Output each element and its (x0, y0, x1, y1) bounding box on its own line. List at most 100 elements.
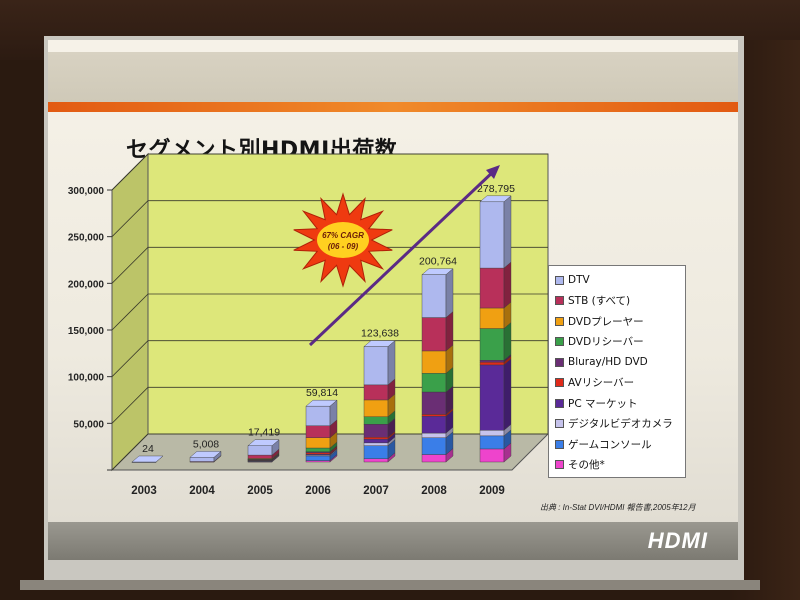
bar-segment-side (387, 340, 396, 386)
bar-segment (305, 425, 331, 438)
bar-segment (479, 360, 505, 363)
legend-label: Bluray/HD DVD (568, 356, 648, 369)
bar-segment (305, 405, 331, 426)
gridline (111, 386, 548, 424)
source-citation: 出典 : In-Stat DVI/HDMI 報告書,2005年12月 (540, 503, 696, 512)
legend-swatch (555, 460, 564, 470)
bar-segment (479, 435, 505, 450)
bar-segment (421, 416, 447, 434)
legend-label: PC マーケット (568, 397, 638, 410)
bar-segment (363, 438, 389, 444)
bar-segment (479, 430, 505, 437)
bar-segment (363, 384, 389, 401)
bar-segment (479, 361, 505, 366)
growth-arrow (308, 168, 497, 347)
slide-header-band (48, 52, 738, 102)
bar-segment (189, 457, 215, 462)
legend-swatch (555, 439, 564, 449)
bar-segment (421, 437, 447, 455)
bar-segment (421, 454, 447, 463)
chart-legend: DTV STB (すべて) DVDプレーヤー DVDリシーバー Bluray/HD DV… (548, 265, 686, 478)
bar-segment-side (503, 195, 512, 269)
bar-segment (479, 267, 505, 309)
bar-segment (421, 391, 447, 415)
x-tick-label: 2006 (305, 485, 331, 497)
legend-item: DTV (555, 270, 679, 291)
legend-item: STB (すべて) (555, 291, 679, 312)
cagr-burst-text: (06 - 09) (328, 242, 359, 251)
bar-segment (479, 201, 505, 269)
y-tick-label: 250,000 (68, 233, 105, 244)
total-label: 24 (142, 443, 154, 455)
legend-swatch (555, 316, 564, 326)
bar-top (189, 451, 222, 458)
legend-item: ゲームコンソール (555, 434, 679, 455)
legend-label: DVDリシーバー (568, 336, 644, 349)
bar-segment (479, 328, 505, 361)
bar-segment-side (503, 322, 512, 361)
y-tick-label: 50,000 (73, 419, 104, 430)
legend-label: ゲームコンソール (568, 438, 652, 451)
legend-swatch (555, 419, 564, 429)
bar-segment (363, 424, 389, 438)
total-label: 5,008 (193, 438, 219, 450)
bar-segment (305, 452, 331, 455)
bar-segment (305, 437, 331, 449)
bar-segment-side (503, 358, 512, 431)
bar-segment-side (445, 268, 454, 318)
x-tick-label: 2005 (247, 485, 273, 497)
bar-segment (363, 442, 389, 446)
growth-arrow-head (486, 165, 500, 179)
bar-segment (479, 364, 505, 431)
bar-top (305, 399, 338, 407)
bar-segment (363, 458, 389, 463)
legend-item: Bluray/HD DVD (555, 352, 679, 373)
bar-segment (421, 373, 447, 393)
bar-segment (363, 445, 389, 459)
bar-segment (305, 447, 331, 452)
bar-segment (363, 437, 389, 440)
bar-top (247, 439, 280, 446)
bar-top (421, 268, 454, 275)
bar-top (131, 455, 164, 463)
gridline (111, 433, 548, 471)
legend-item: PC マーケット (555, 393, 679, 414)
bar-segment (479, 448, 505, 463)
total-label: 59,814 (306, 387, 338, 399)
slide-footer (48, 522, 738, 560)
gridline (111, 340, 548, 377)
bar-segment (421, 414, 447, 417)
total-label: 278,795 (477, 183, 515, 195)
bar-top (363, 340, 396, 347)
legend-item: DVDプレーヤー (555, 311, 679, 332)
total-label: 17,419 (248, 427, 280, 439)
slide-accent-bar (48, 102, 738, 112)
x-tick-label: 2007 (363, 485, 389, 497)
legend-swatch (555, 357, 564, 367)
y-tick-label: 100,000 (68, 373, 105, 384)
bar-segment-side (445, 311, 454, 352)
gridline (111, 153, 548, 191)
bar-segment (421, 432, 447, 438)
bar-segment (363, 399, 389, 417)
x-tick-label: 2009 (479, 485, 505, 497)
y-tick-label: 300,000 (68, 186, 105, 197)
legend-item: DVDリシーバー (555, 332, 679, 353)
legend-item: デジタルビデオカメラ (555, 414, 679, 435)
total-label: 123,638 (361, 328, 399, 340)
legend-item: AVリシーバー (555, 373, 679, 394)
legend-label: AVリシーバー (568, 377, 635, 390)
bar-segment-side (503, 261, 512, 309)
hdmi-logo: HDMI (647, 528, 708, 553)
x-tick-label: 2003 (131, 485, 157, 497)
legend-label: DTV (568, 274, 590, 287)
bar-segment (421, 274, 447, 318)
bar-segment (247, 454, 273, 459)
legend-swatch (555, 337, 564, 347)
legend-swatch (555, 296, 564, 306)
bar-segment (363, 346, 389, 386)
legend-item: その他* (555, 455, 679, 476)
legend-label: デジタルビデオカメラ (568, 418, 673, 431)
screen-bottom-rail (20, 580, 760, 590)
